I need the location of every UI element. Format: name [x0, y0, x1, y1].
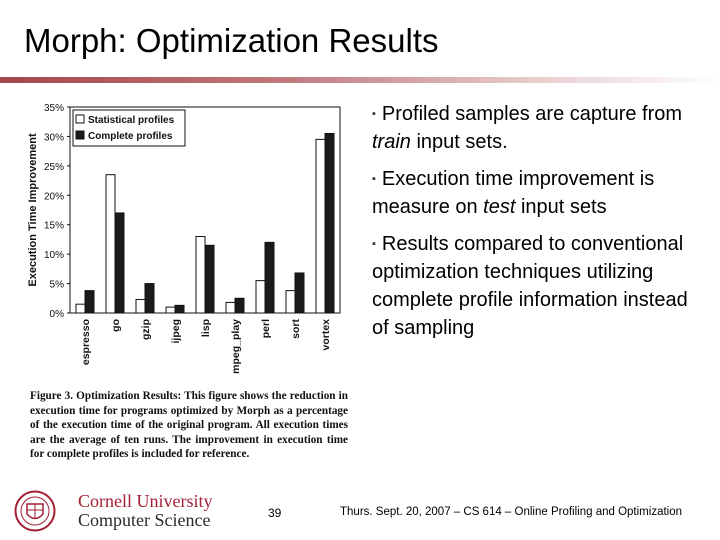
bar-statistical: [255, 280, 266, 314]
bar-statistical: [105, 174, 116, 314]
bar-statistical: [195, 235, 206, 314]
bullet-list: ▪ Profiled samples are capture from train…: [372, 100, 702, 351]
y-tick-label: 10%: [44, 250, 64, 261]
bar-complete: [234, 297, 245, 314]
x-tick-label: sort: [290, 319, 302, 339]
legend-swatch: [75, 114, 85, 124]
bar-chart: 0% 5% 10% 15% 20% 25% 30% 35% Execution Time Imp…: [27, 103, 341, 374]
y-tick-label: 20%: [44, 191, 64, 202]
bar-statistical: [225, 301, 236, 314]
title-divider: [0, 77, 720, 83]
y-axis-label: Execution Time Improvement: [27, 133, 39, 287]
bullet-item: ▪ Results compared to conventional optimi…: [372, 230, 702, 342]
slide-title: Morph: Optimization Results: [24, 22, 439, 59]
legend-label: Complete profiles: [88, 131, 173, 142]
y-tick-label: 15%: [44, 221, 64, 232]
bar-statistical: [285, 290, 296, 314]
bullet-emphasis: test: [483, 196, 516, 218]
bar-statistical: [75, 303, 86, 314]
figure: 0% 5% 10% 15% 20% 25% 30% 35% Execution Time Imp…: [22, 95, 352, 480]
logo-department: Computer Science: [78, 510, 211, 530]
y-tick-label: 30%: [44, 132, 64, 143]
caption-text: This figure shows the reduction in execu…: [30, 390, 348, 460]
bullet-emphasis: train: [372, 131, 411, 153]
y-tick-label: 0%: [50, 309, 65, 320]
bar-complete: [324, 132, 335, 314]
bullet-text: Execution time improvement is measure on: [372, 168, 655, 218]
bullet-text: Results compared to conventional optimiz…: [372, 233, 688, 339]
x-tick-label: perl: [260, 319, 272, 338]
bar-complete: [294, 272, 305, 314]
x-tick-label: go: [110, 319, 122, 332]
bullet-text: Profiled samples are capture from: [381, 103, 683, 125]
x-tick-label: espresso: [80, 319, 92, 365]
caption-label: Figure 3. Optimization Results:: [30, 390, 182, 402]
y-tick-label: 5%: [50, 280, 65, 291]
x-tick-label: mpeg_play: [230, 319, 242, 374]
cornell-logo: Cornell University Computer Science: [14, 490, 224, 532]
figure-caption: Figure 3. Optimization Results: This fig…: [30, 389, 348, 462]
footer-text: Thurs. Sept. 20, 2007 – CS 614 – Online …: [340, 506, 683, 518]
bullet-item: ▪ Execution time improvement is measure o…: [372, 165, 702, 221]
legend-box: [72, 109, 186, 147]
bar-complete: [114, 212, 125, 314]
bullet-text: input sets: [515, 196, 607, 218]
page-number: 39: [268, 506, 282, 520]
x-tick-label: lisp: [200, 319, 212, 337]
bar-complete: [84, 290, 95, 314]
bullet-text: input sets.: [410, 131, 508, 153]
x-tick-label: gzip: [140, 319, 152, 340]
legend-label: Statistical profiles: [88, 115, 175, 126]
bar-complete: [174, 304, 185, 314]
bar-statistical: [135, 298, 146, 314]
bullet-marker-icon: ▪: [372, 108, 376, 120]
bar-statistical: [165, 306, 176, 314]
legend-swatch: [75, 130, 85, 140]
logo-wordmark: Cornell University Computer Science: [78, 492, 212, 530]
bar-complete: [144, 283, 155, 314]
x-tick-label: vortex: [320, 319, 332, 351]
x-tick-label: ijpeg: [170, 319, 182, 344]
bar-complete: [264, 241, 275, 314]
y-tick-label: 25%: [44, 162, 64, 173]
bar-complete: [204, 244, 215, 314]
cornell-seal-icon: [14, 490, 56, 532]
bullet-marker-icon: ▪: [372, 238, 376, 250]
bar-statistical: [315, 138, 326, 314]
bullet-marker-icon: ▪: [372, 173, 376, 185]
y-tick-label: 35%: [44, 103, 64, 114]
bullet-item: ▪ Profiled samples are capture from train…: [372, 100, 702, 156]
logo-university: Cornell University: [78, 491, 213, 511]
